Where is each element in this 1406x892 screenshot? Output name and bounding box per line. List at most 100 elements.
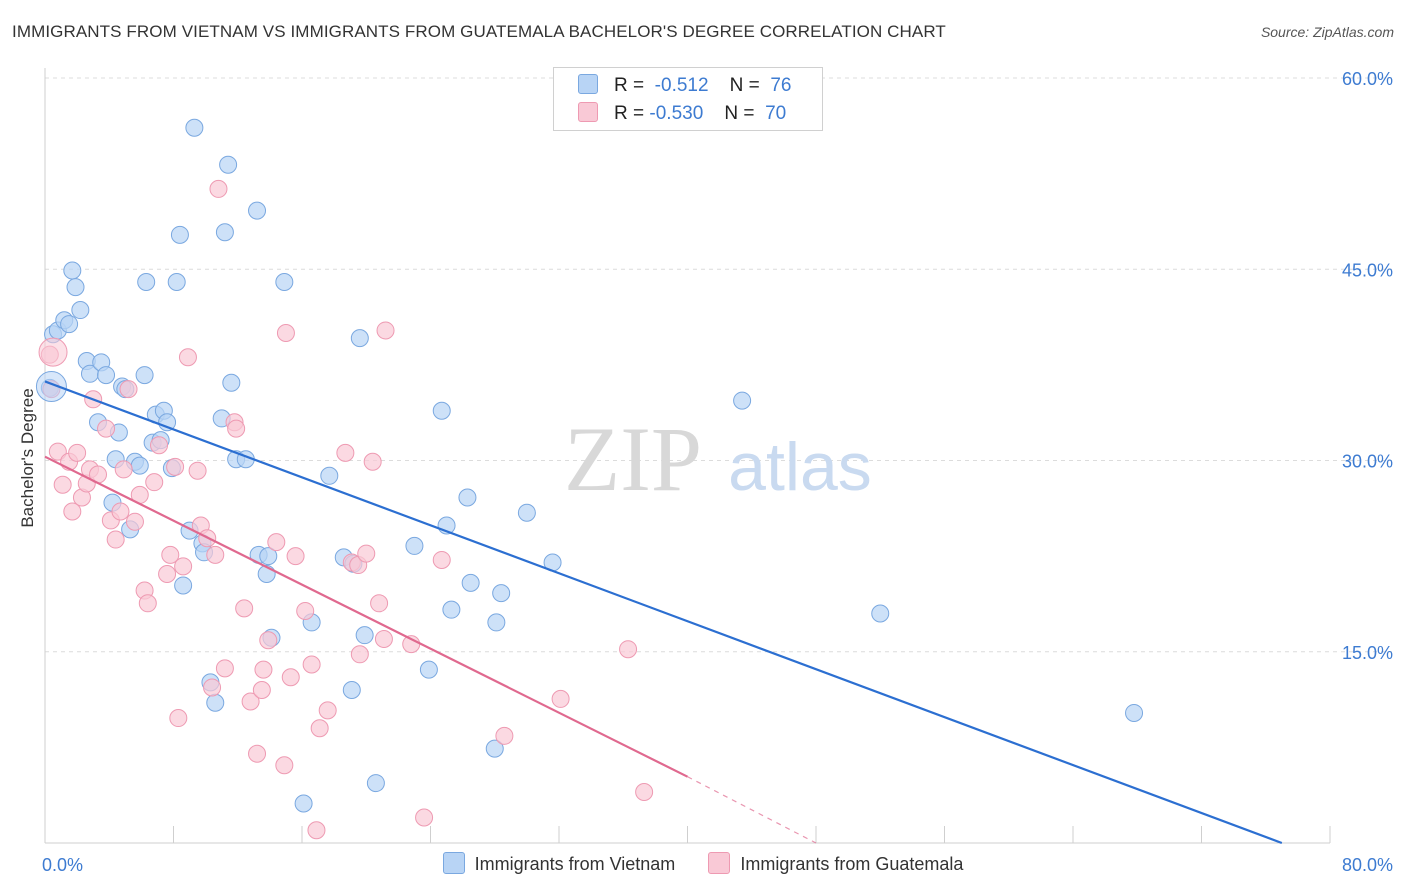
vietnam-point [215,223,234,242]
guatemala-point [97,419,116,438]
vietnam-point [222,373,241,392]
n-value-vietnam: 76 [770,75,792,96]
guatemala-point [286,547,305,566]
x-tick-label-max: 80.0% [1342,855,1393,875]
guatemala-point [302,655,321,674]
vietnam-trend-line [44,380,1283,845]
guatemala-point [215,659,234,678]
guatemala-point [551,689,570,708]
vietnam-point [355,626,374,645]
vietnam-point [419,660,438,679]
guatemala-point [150,436,169,455]
guatemala-point [63,502,82,521]
guatemala-point [203,678,222,697]
vietnam-point [517,503,536,522]
guatemala-point [318,701,337,720]
n-label: N = [729,75,760,96]
guatemala-point [310,719,329,738]
guatemala-point [363,452,382,471]
stats-legend: R = -0.512 N = 76 R = -0.530 N = 70 [553,67,823,131]
guatemala-point [138,594,157,613]
vietnam-point [492,584,511,603]
guatemala-point [252,681,271,699]
guatemala-point [254,660,273,679]
guatemala-point [281,668,300,687]
guatemala-point [376,321,395,340]
y-tick-label-15: 15.0% [1342,643,1393,663]
vietnam-swatch [578,74,598,94]
vietnam-point [185,118,204,137]
guatemala-point [119,380,138,399]
vietnam-point [442,600,461,619]
y-tick-label-60: 60.0% [1342,69,1393,89]
vietnam-point [63,261,82,280]
vietnam-point [458,488,477,507]
guatemala-point [336,443,355,462]
vietnam-point [259,547,278,566]
guatemala-point [235,599,254,618]
vietnam-point [66,278,85,297]
chart-title: IMMIGRANTS FROM VIETNAM VS IMMIGRANTS FR… [12,22,946,41]
tick-labels: 15.0% 30.0% 45.0% 60.0% 0.0% 80.0% [42,69,1393,875]
guatemala-point [145,473,164,492]
vietnam-point [485,739,504,758]
guatemala-point [495,726,514,745]
legend-row-guatemala: R = -0.530 N = 70 [578,102,786,126]
guatemala-point [307,821,326,840]
guatemala-point [275,756,294,775]
vietnam-point [487,613,506,632]
vietnam-point [130,456,149,475]
vietnam-point [248,201,267,220]
guatemala-point [415,808,434,827]
vietnam-point [174,576,193,595]
guatemala-point [296,601,315,620]
guatemala-trend-line [44,455,688,778]
guatemala-point [432,550,451,569]
n-value-guatemala: 70 [765,103,787,124]
trend-lines [44,380,1283,845]
vietnam-point [342,681,361,699]
axes [44,68,1331,844]
vietnam-point [35,371,67,403]
guatemala-point [111,502,130,521]
guatemala-point [276,324,295,342]
vietnam-point [461,573,480,592]
legend-vietnam-label: Immigrants from Vietnam [474,854,676,874]
guatemala-point [161,545,180,564]
guatemala-point [635,783,654,801]
guatemala-point [248,744,267,763]
guatemala-point [106,530,125,549]
guatemala-point [38,337,68,367]
x-tick-label-min: 0.0% [42,855,83,875]
r-label: R = [614,75,645,96]
legend-item-vietnam: Immigrants from Vietnam [442,852,676,875]
guatemala-point [166,457,185,476]
guatemala-point [169,709,188,728]
watermark-zip: ZIP [564,408,702,510]
vietnam-point [366,774,385,793]
guatemala-point [178,348,197,367]
guatemala-point [619,640,638,659]
guatemala-point [158,564,177,583]
vietnam-swatch [442,852,465,874]
vietnam-point [405,536,424,555]
vietnam-point [350,329,369,348]
guatemala-point [370,594,389,613]
guatemala-point [241,692,260,711]
vietnam-point [733,391,752,410]
grid-lines [45,77,1392,653]
guatemala-point [174,557,193,576]
vietnam-point [135,366,154,385]
watermark-atlas: atlas [728,429,872,505]
vietnam-point [97,366,116,385]
guatemala-trend-extension [687,776,817,844]
source-label: Source: ZipAtlas.com [1260,24,1394,40]
guatemala-point [374,630,393,648]
vietnam-point [294,794,313,813]
y-tick-label-45: 45.0% [1342,260,1393,280]
vietnam-point [170,225,189,244]
series-legend: Immigrants from Vietnam Immigrants from … [0,852,1406,875]
r-value-vietnam: -0.512 [654,75,709,96]
vietnam-point [167,273,186,291]
